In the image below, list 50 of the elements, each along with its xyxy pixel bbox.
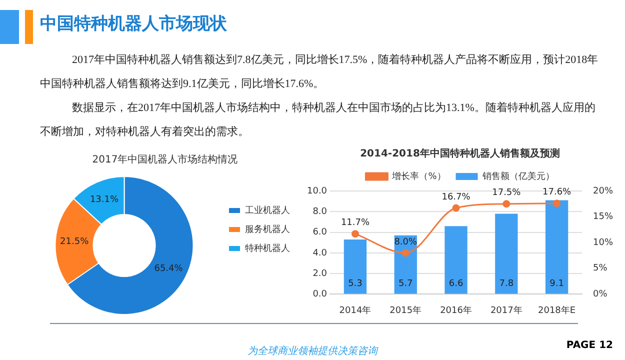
text: PAGE 12 bbox=[566, 340, 613, 351]
point bbox=[502, 200, 510, 208]
data-label: 7.8 bbox=[499, 279, 514, 290]
x-tick-label: 2018年E bbox=[538, 304, 576, 316]
data-label: 8.0% bbox=[394, 237, 418, 248]
data-label: 13.1% bbox=[90, 194, 119, 205]
bar bbox=[444, 226, 468, 294]
bar bbox=[495, 214, 518, 294]
bar bbox=[545, 200, 568, 294]
legend-label: 增长率（%） bbox=[391, 170, 446, 182]
x-tick-label: 2016年 bbox=[440, 304, 472, 316]
text: 2017年中国特种机器人销售额达到7.8亿美元，同比增长17.5%，随着特种机器人产品将不断应用，预计2018年中国特种机器人销售额将达到9.1亿美元，同比增长17.6%。 bbox=[40, 52, 600, 92]
data-label: 65.4% bbox=[154, 264, 184, 274]
y2-tick-label: 5% bbox=[592, 264, 608, 274]
point bbox=[351, 230, 359, 238]
legend-label: 特种机器人 bbox=[245, 242, 290, 254]
data-label: 16.7% bbox=[442, 192, 471, 202]
chart-title: 2017年中国机器人市场结构情况 bbox=[92, 154, 238, 166]
y-tick-label: 2.0 bbox=[312, 268, 328, 279]
chart-title: 2014-2018年中国特种机器人销售额及预测 bbox=[360, 148, 560, 160]
point bbox=[553, 200, 561, 208]
y-tick-label: 8.0 bbox=[312, 206, 328, 217]
text: 为全球商业领袖提供决策咨询 bbox=[248, 346, 378, 357]
legend-label: 工业机器人 bbox=[245, 204, 290, 216]
data-label: 6.6 bbox=[448, 279, 464, 290]
y2-tick-label: 15% bbox=[592, 212, 614, 222]
point bbox=[452, 204, 460, 212]
legend-label: 服务机器人 bbox=[245, 224, 290, 235]
y2-tick-label: 20% bbox=[592, 186, 614, 196]
text: 中国特种机器人市场现状 bbox=[40, 13, 227, 35]
x-tick-label: 2015年 bbox=[390, 304, 422, 316]
data-label: 17.6% bbox=[542, 188, 572, 198]
point bbox=[402, 249, 410, 257]
data-label: 17.5% bbox=[492, 188, 522, 198]
data-label: 5.7 bbox=[398, 279, 413, 290]
data-label: 11.7% bbox=[340, 218, 370, 228]
data-label: 5.3 bbox=[348, 279, 362, 290]
y-tick-label: 0.0 bbox=[312, 290, 328, 300]
x-tick-label: 2017年 bbox=[490, 304, 522, 316]
x-tick-label: 2014年 bbox=[339, 304, 372, 316]
y-tick-label: 6.0 bbox=[312, 228, 328, 238]
data-label: 21.5% bbox=[60, 237, 90, 248]
y-tick-label: 4.0 bbox=[312, 248, 328, 258]
bar bbox=[344, 240, 367, 294]
data-label: 9.1 bbox=[550, 279, 564, 290]
legend-label: 销售额（亿美元） bbox=[481, 170, 554, 182]
y2-tick-label: 10% bbox=[592, 238, 614, 248]
text: 数据显示，在2017年中国机器人市场结构中，特种机器人在中国市场的占比为13.1%。随着特种机器人应用的不断增加，对特种机器人有着突出的需求。 bbox=[40, 100, 596, 140]
y-tick-label: 10.0 bbox=[306, 186, 328, 196]
y2-tick-label: 0% bbox=[592, 290, 608, 300]
